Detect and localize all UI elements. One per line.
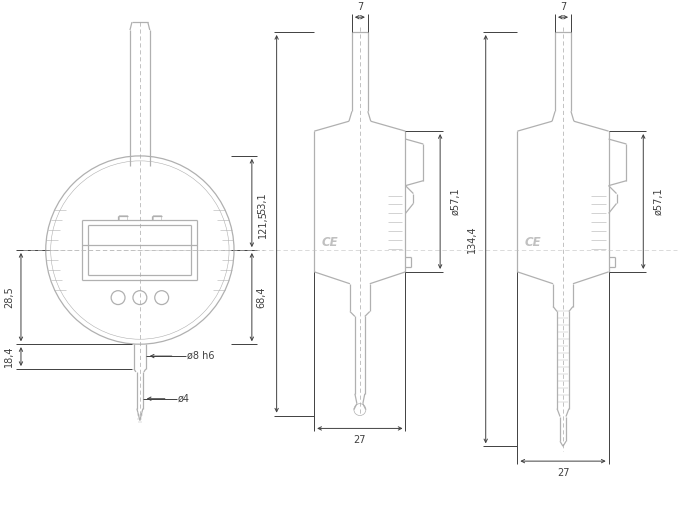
Text: ø4: ø4 <box>178 394 189 404</box>
Text: 7: 7 <box>560 2 566 12</box>
Text: 134,4: 134,4 <box>467 225 477 253</box>
Bar <box>119 215 127 221</box>
Text: 53,1: 53,1 <box>257 192 267 214</box>
Text: CE: CE <box>525 236 542 249</box>
Text: 28,5: 28,5 <box>4 286 14 308</box>
Text: ø57,1: ø57,1 <box>654 188 664 215</box>
Text: 68,4: 68,4 <box>257 286 267 308</box>
Text: 121,5: 121,5 <box>258 210 267 238</box>
Text: 27: 27 <box>557 468 569 478</box>
Text: ø8 h6: ø8 h6 <box>187 351 215 361</box>
Bar <box>153 215 161 221</box>
Text: 27: 27 <box>354 435 366 445</box>
Text: 7: 7 <box>357 2 363 12</box>
Text: CE: CE <box>322 236 339 249</box>
Text: ø57,1: ø57,1 <box>451 188 461 215</box>
Text: 18,4: 18,4 <box>4 346 14 367</box>
